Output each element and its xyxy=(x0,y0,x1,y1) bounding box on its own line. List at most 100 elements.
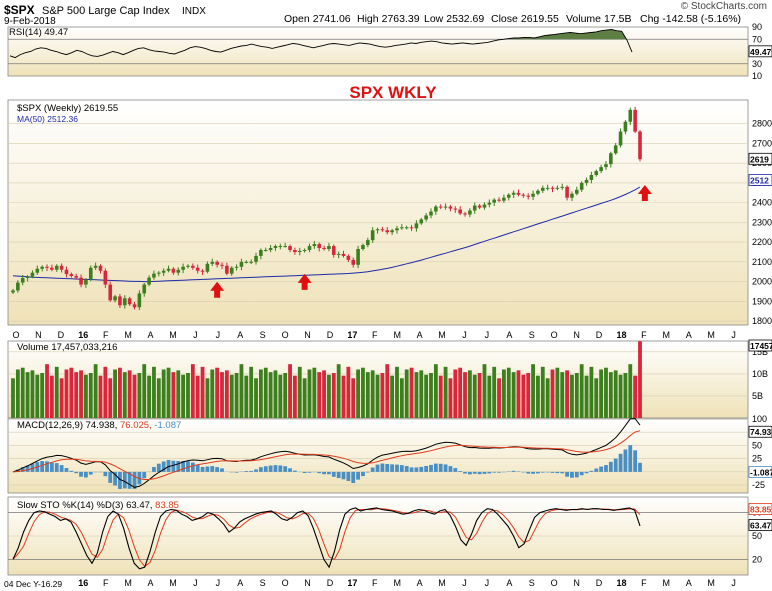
macd-histogram-bar xyxy=(263,466,268,472)
candle-body xyxy=(429,211,433,216)
candle-body xyxy=(297,250,302,252)
volume-bar xyxy=(84,374,88,418)
macd-histogram-bar xyxy=(370,467,375,472)
macd-histogram-bar xyxy=(268,465,273,472)
candle-body xyxy=(545,187,550,189)
volume-bar xyxy=(283,373,288,418)
volume-bar xyxy=(579,364,584,418)
candle-body xyxy=(341,253,346,256)
volume-bar xyxy=(545,378,550,418)
macd-histogram-bar xyxy=(152,466,156,472)
rsi-background xyxy=(7,26,749,77)
volume-bar xyxy=(448,378,453,418)
volume-bar xyxy=(453,369,458,418)
volume-bar xyxy=(30,370,35,418)
sto-x-label: M xyxy=(707,578,715,588)
macd-histogram-bar xyxy=(375,464,380,472)
macd-histogram-bar xyxy=(220,468,224,472)
volume-bar xyxy=(108,378,113,418)
rsi-current-label: 49.47 xyxy=(750,47,772,57)
volume-bar xyxy=(433,364,438,418)
price-x-label: O xyxy=(551,330,558,340)
macd-histogram-bar xyxy=(254,469,258,472)
volume-bar xyxy=(322,370,326,418)
price-current-label-box xyxy=(748,152,772,165)
macd-histogram-bar xyxy=(608,461,613,472)
volume-bar xyxy=(293,375,297,418)
candle-body xyxy=(191,265,195,268)
volume-bar xyxy=(98,375,103,418)
candle-body xyxy=(502,197,506,201)
price-legend: $SPX (Weekly) 2619.55 xyxy=(17,103,118,114)
volume-bar xyxy=(429,373,433,418)
candle-body xyxy=(118,296,122,306)
candle-body xyxy=(215,261,219,265)
macd-histogram-bar xyxy=(365,471,370,473)
macd-histogram-bar xyxy=(638,462,642,472)
candle-body xyxy=(322,248,326,250)
candle-body xyxy=(443,206,448,208)
ohlc-readout: Open 2741.06 High 2763.39 Low 2532.69 Close… xyxy=(284,13,741,25)
candle-body xyxy=(506,194,511,198)
macd-histogram-bar xyxy=(278,465,283,472)
price-x-label: F xyxy=(372,330,378,340)
volume-bar xyxy=(307,369,312,418)
volume-bar xyxy=(234,373,239,418)
candle-body xyxy=(375,229,380,231)
volume-tick-label: 10B xyxy=(752,369,768,379)
macd-tick-label: 50 xyxy=(752,440,762,450)
volume-bar xyxy=(492,366,497,418)
candle-body xyxy=(307,246,312,250)
volume-bar xyxy=(152,366,156,418)
volume-current-label: 17457 xyxy=(750,341,772,351)
candle-body xyxy=(312,244,317,247)
volume-bar xyxy=(574,373,579,418)
macd-histogram-bar xyxy=(487,471,492,474)
candle-body xyxy=(463,213,467,215)
volume-bar xyxy=(599,369,604,418)
volume-bar xyxy=(297,366,302,418)
candle-body xyxy=(638,131,642,160)
volume-bar xyxy=(414,372,419,418)
volume-bar xyxy=(380,373,385,418)
candle-body xyxy=(93,265,98,268)
macd-histogram-bar xyxy=(380,463,385,472)
volume-bar xyxy=(375,374,380,418)
price-x-label: J xyxy=(216,330,221,340)
candle-body xyxy=(613,145,618,154)
candle-body xyxy=(531,193,535,197)
volume-bar xyxy=(113,369,117,418)
candle-body xyxy=(59,265,64,270)
candle-body xyxy=(370,230,375,241)
macd-histogram-bar xyxy=(15,469,20,472)
macd-histogram-bar xyxy=(443,464,448,472)
candle-body xyxy=(380,229,385,231)
sto-x-label: 17 xyxy=(347,578,357,588)
macd-histogram-bar xyxy=(200,466,205,472)
volume-bar xyxy=(137,373,142,418)
volume-bar xyxy=(302,378,307,418)
candle-body xyxy=(434,206,438,212)
candle-body xyxy=(176,269,181,273)
candle-body xyxy=(181,266,185,270)
candle-body xyxy=(414,223,419,229)
candle-body xyxy=(69,274,74,277)
price-x-label: J xyxy=(193,330,198,340)
volume-bar xyxy=(424,374,429,418)
macd-current-label-box xyxy=(748,425,772,438)
volume-bar xyxy=(487,375,492,418)
candle-body xyxy=(477,205,482,208)
volume-bar xyxy=(186,373,190,418)
volume-bar xyxy=(550,369,555,418)
candle-body xyxy=(628,109,633,122)
volume-bar xyxy=(205,378,210,418)
candle-body xyxy=(599,167,603,172)
macd-histogram-bar xyxy=(244,471,249,472)
sto-d-current-label-box xyxy=(748,519,772,531)
symbol-title: $SPX xyxy=(4,3,35,17)
macd-histogram-bar xyxy=(69,470,74,472)
candle-body xyxy=(409,227,414,229)
candle-body xyxy=(497,199,501,201)
price-tick-label: 2400 xyxy=(752,198,772,208)
candle-body xyxy=(288,246,292,250)
